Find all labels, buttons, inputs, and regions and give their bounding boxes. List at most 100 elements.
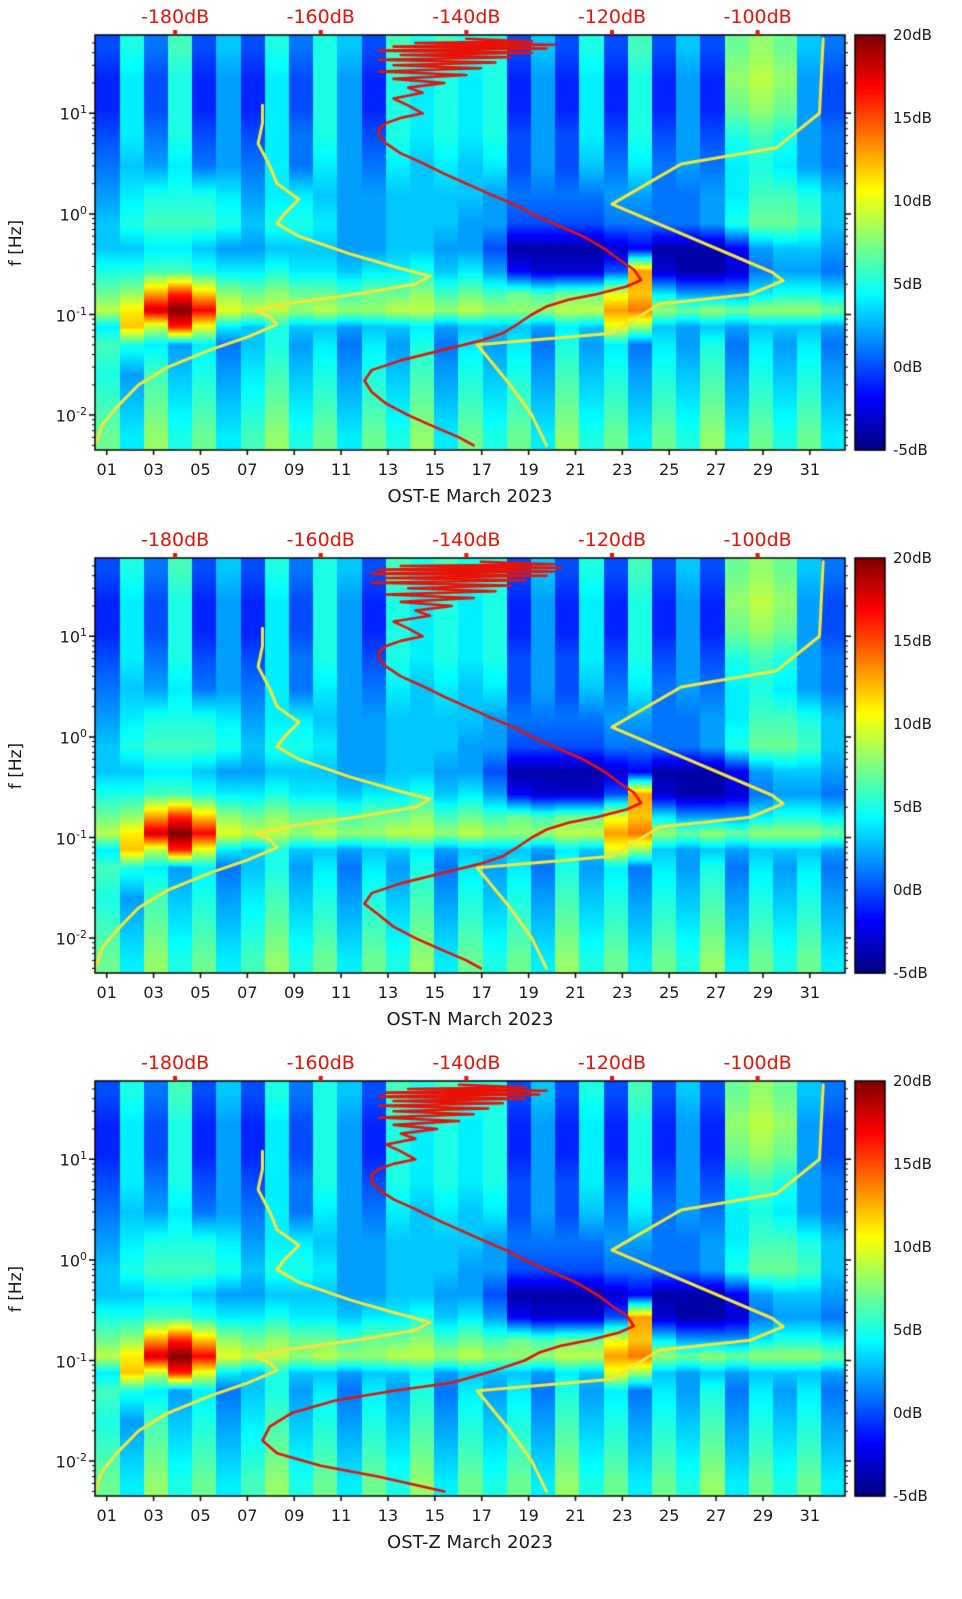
panel-title: OST-E March 2023: [387, 486, 553, 507]
colorbar-tick-label: -5dB: [893, 964, 928, 982]
colorbar-tick-label: 20dB: [893, 1072, 932, 1090]
colorbar: [853, 556, 887, 975]
top-db-label: -120dB: [577, 1052, 647, 1074]
x-tick-label: 05: [190, 983, 211, 1002]
colorbar-tick-label: 10dB: [893, 192, 932, 210]
y-axis-label: f [Hz]: [6, 1265, 26, 1312]
colorbar-tick-label: -5dB: [893, 441, 928, 459]
x-tick-label: 21: [565, 1506, 586, 1525]
y-tick-label: 100: [59, 1249, 87, 1271]
x-tick-label: 23: [612, 460, 633, 479]
y-tick-label: 10-2: [55, 1451, 87, 1472]
y-tick-label: 10-1: [55, 827, 87, 848]
colorbar: [853, 1079, 887, 1498]
x-tick-label: 03: [143, 460, 164, 479]
colorbar-tick-label: 0dB: [893, 1404, 923, 1422]
x-tick-label: 07: [237, 460, 258, 479]
y-tick-label: 10-2: [55, 928, 87, 949]
x-tick-label: 21: [565, 983, 586, 1002]
x-tick-label: 19: [518, 1506, 539, 1525]
x-tick-label: 13: [377, 983, 399, 1002]
x-tick-label: 13: [377, 1506, 399, 1525]
panel-ost-e: -180dB -160dB -140dB -120dB -100dB 20dB 15dB 1…: [0, 0, 962, 533]
colorbar-tick-label: 5dB: [893, 275, 923, 293]
top-db-label: -140dB: [432, 529, 501, 551]
x-tick-label: 23: [612, 983, 633, 1002]
x-tick-label: 19: [518, 460, 539, 479]
x-tick-label: 11: [330, 460, 352, 479]
x-tick-label: 13: [377, 460, 399, 479]
y-tick-label: 100: [59, 726, 87, 748]
top-db-label: -160dB: [286, 6, 355, 28]
x-tick-label: 31: [799, 983, 821, 1002]
colorbar: [853, 33, 887, 452]
x-tick-label: 03: [143, 1506, 164, 1525]
x-tick-label: 11: [330, 1506, 352, 1525]
y-tick-label: 10-1: [55, 304, 87, 325]
y-tick-label: 101: [59, 1149, 87, 1170]
colorbar-tick-label: 10dB: [893, 715, 932, 733]
top-db-label: -140dB: [432, 6, 501, 28]
x-tick-label: 17: [471, 983, 492, 1002]
x-tick-label: 19: [518, 983, 539, 1002]
colorbar-tick-label: 15dB: [893, 1155, 932, 1173]
top-db-label: -160dB: [286, 1052, 355, 1074]
x-tick-label: 01: [96, 1506, 117, 1525]
y-tick-label: 10-1: [55, 1350, 87, 1371]
y-tick-label: 101: [59, 626, 87, 647]
x-tick-label: 05: [190, 460, 211, 479]
x-tick-label: 09: [284, 1506, 305, 1525]
top-db-label: -160dB: [286, 529, 355, 551]
top-db-label: -100dB: [723, 6, 792, 28]
x-tick-label: 03: [143, 983, 164, 1002]
panel-ost-z: -180dB -160dB -140dB -120dB -100dB 20dB 15dB 1…: [0, 0, 962, 1553]
x-tick-label: 31: [799, 1506, 821, 1525]
x-tick-label: 15: [424, 983, 446, 1002]
colorbar-tick-label: 15dB: [893, 109, 932, 127]
colorbar-tick-label: 0dB: [893, 881, 923, 899]
y-tick-label: 101: [59, 103, 87, 124]
colorbar-tick-label: 5dB: [893, 1321, 923, 1339]
x-tick-label: 17: [471, 460, 492, 479]
x-tick-label: 31: [799, 460, 821, 479]
top-db-label: -100dB: [723, 529, 792, 551]
y-tick-label: 10-2: [55, 405, 87, 426]
x-tick-label: 29: [752, 983, 774, 1002]
x-tick-label: 27: [705, 1506, 727, 1525]
x-tick-label: 07: [237, 983, 258, 1002]
colorbar-tick-label: 0dB: [893, 358, 923, 376]
colorbar-tick-label: 5dB: [893, 798, 923, 816]
x-tick-label: 29: [752, 1506, 774, 1525]
top-db-label: -120dB: [577, 529, 647, 551]
x-tick-label: 29: [752, 460, 774, 479]
panel-title: OST-Z March 2023: [387, 1532, 553, 1553]
x-tick-label: 07: [237, 1506, 258, 1525]
x-tick-label: 01: [96, 983, 117, 1002]
top-db-label: -180dB: [140, 1052, 210, 1074]
colorbar-tick-label: 20dB: [893, 549, 932, 567]
top-db-label: -180dB: [140, 529, 210, 551]
x-tick-label: 23: [612, 1506, 633, 1525]
spectrogram-canvas: [85, 550, 853, 983]
x-tick-label: 25: [659, 1506, 680, 1525]
colorbar-tick-label: 20dB: [893, 26, 932, 44]
colorbar-tick-label: 10dB: [893, 1238, 932, 1256]
panel-title: OST-N March 2023: [386, 1009, 554, 1030]
x-tick-label: 01: [96, 460, 117, 479]
x-tick-label: 27: [705, 460, 727, 479]
panel-ost-n: -180dB -160dB -140dB -120dB -100dB 20dB 15dB 1…: [0, 0, 962, 1030]
x-tick-label: 15: [424, 1506, 446, 1525]
spectrogram-canvas: [85, 27, 853, 460]
x-tick-label: 27: [705, 983, 727, 1002]
colorbar-tick-label: 15dB: [893, 632, 932, 650]
x-tick-label: 09: [284, 983, 305, 1002]
x-tick-label: 25: [659, 460, 680, 479]
spectrogram-canvas: [85, 1073, 853, 1506]
top-db-label: -100dB: [723, 1052, 792, 1074]
x-tick-label: 11: [330, 983, 352, 1002]
x-tick-label: 09: [284, 460, 305, 479]
y-axis-label: f [Hz]: [6, 742, 26, 789]
x-tick-label: 15: [424, 460, 446, 479]
x-tick-label: 21: [565, 460, 586, 479]
